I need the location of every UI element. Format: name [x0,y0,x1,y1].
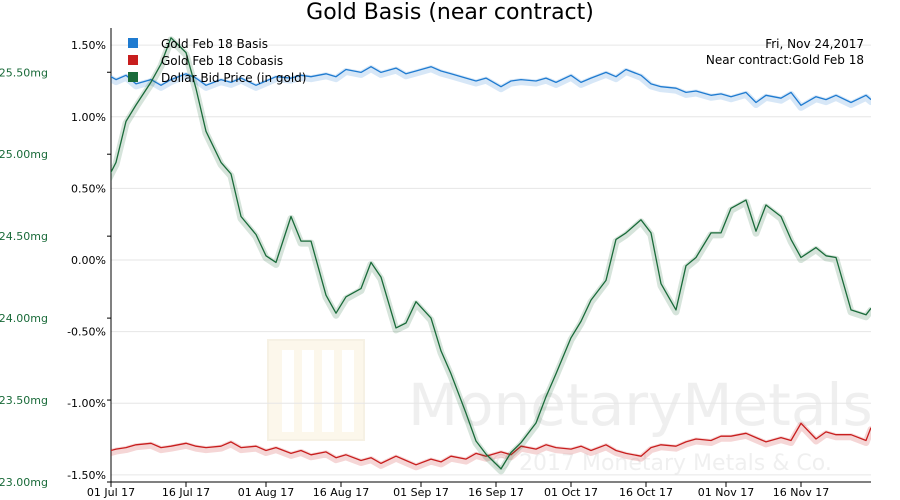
chart-title: Gold Basis (near contract) [306,0,594,25]
info-box: Fri, Nov 24,2017 Near contract:Gold Feb … [706,37,864,67]
legend-label-cobasis: Gold Feb 18 Cobasis [161,54,283,68]
right-axis-ticks: -1.50% -1.00% -0.50% 0.00% 0.50% 1.00% 1.50% [67,39,106,482]
info-contract: Near contract:Gold Feb 18 [706,53,864,67]
x-tick-label: 16 Nov 17 [773,486,829,499]
left-tick-label: 25.50mg [0,66,48,79]
percent-tick-label: -1.00% [67,397,106,410]
percent-tick-label: 0.50% [71,182,106,195]
x-axis-ticks: 01 Jul 17 16 Jul 17 01 Aug 17 16 Aug 17 01 S… [87,482,829,499]
legend-label-price: Dollar Bid Price (in gold) [161,71,306,85]
legend-swatch-basis [128,38,138,48]
percent-tick-label: -0.50% [67,326,106,339]
left-tick-label: 23.50mg [0,394,48,407]
percent-tick-label: 0.00% [71,254,106,267]
info-date: Fri, Nov 24,2017 [765,37,864,51]
x-tick-label: 01 Sep 17 [393,486,449,499]
left-tick-label: 24.00mg [0,312,48,325]
watermark-brand: MonetaryMetals [408,371,873,439]
watermark-copyright: © 2017 Monetary Metals & Co. [490,451,832,476]
x-tick-label: 01 Jul 17 [87,486,135,499]
percent-tick-label: 1.50% [71,39,106,52]
legend-swatch-price [128,72,138,82]
x-tick-label: 16 Oct 17 [619,486,673,499]
legend-label-basis: Gold Feb 18 Basis [161,37,268,51]
x-tick-label: 01 Oct 17 [544,486,598,499]
watermark: MonetaryMetals © 2017 Monetary Metals & … [267,339,873,476]
left-tick-label: 24.50mg [0,230,48,243]
legend-swatch-cobasis [128,55,138,65]
left-tick-label: 25.00mg [0,148,48,161]
x-tick-label: 16 Jul 17 [162,486,210,499]
series-line-price [111,37,871,470]
series-layer [111,36,871,475]
legend: Gold Feb 18 Basis Gold Feb 18 Cobasis Do… [128,37,306,85]
series-glow-cobasis [111,421,871,471]
watermark-logo [267,339,365,441]
gridlines [111,44,871,476]
series-line-basis [111,66,871,106]
percent-tick-label: -1.50% [67,469,106,482]
x-tick-label: 01 Aug 17 [238,486,294,499]
x-tick-label: 16 Aug 17 [313,486,369,499]
left-tick-label: 23.00mg [0,476,48,489]
left-axis-ticks: 23.00mg 23.50mg 24.00mg 24.50mg 25.00mg 25.50… [0,66,111,489]
x-tick-label: 16 Sep 17 [468,486,524,499]
series-glow-basis [111,65,871,111]
axes [110,28,871,483]
x-tick-label: 01 Nov 17 [698,486,754,499]
series-line-cobasis [111,422,871,466]
percent-tick-label: 1.00% [71,111,106,124]
